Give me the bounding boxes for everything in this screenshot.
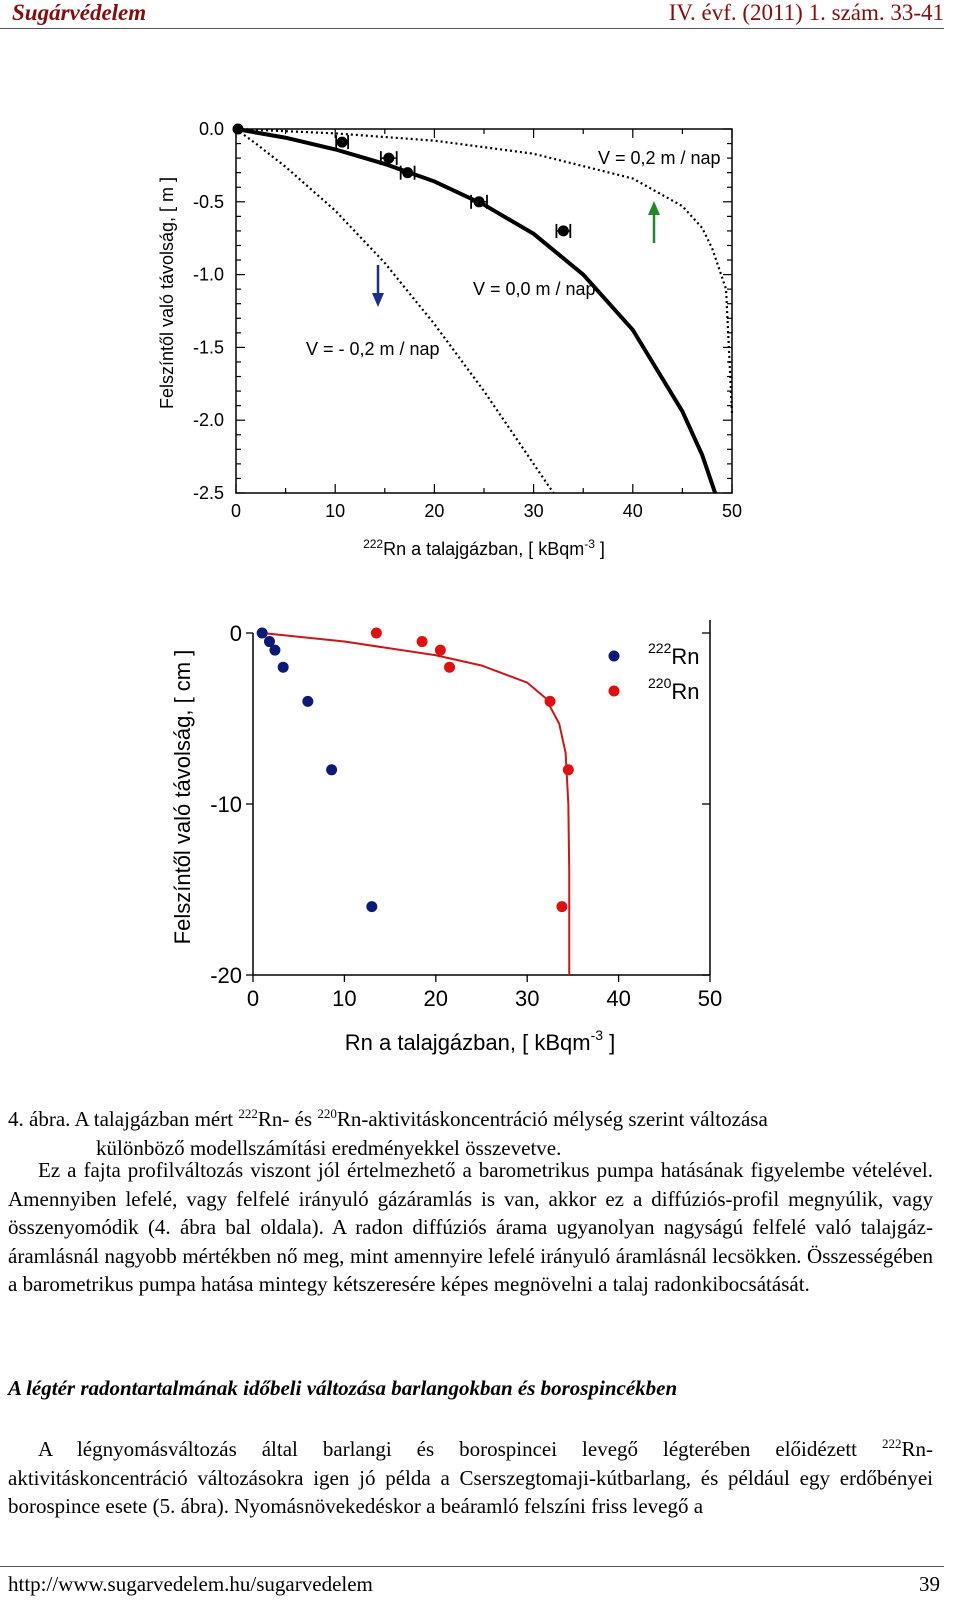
curve-v-zero	[235, 127, 718, 494]
annotation-v-zero: V = 0,0 m / nap	[473, 279, 596, 299]
x-tick-labels: 0 10 20 30 40 50	[247, 986, 722, 1011]
point-220rn	[562, 764, 574, 776]
y-tick-label: -10	[210, 792, 242, 817]
caption-sup2: 220	[317, 1106, 337, 1121]
x-tick-label: 40	[623, 501, 643, 521]
annotation-v-neg: V = - 0,2 m / nap	[306, 339, 440, 359]
y-tick-label: -2.5	[193, 483, 224, 503]
y-tick-label: -1.0	[193, 265, 224, 285]
point-220rn	[434, 644, 446, 656]
y-tick-label: -20	[210, 963, 242, 988]
x-tick-label: 30	[524, 501, 544, 521]
model-curves	[235, 127, 734, 494]
point-220rn	[444, 661, 456, 673]
point-222rn	[302, 695, 314, 707]
paragraph-1: Ez a fajta profilváltozás viszont jól ér…	[8, 1156, 933, 1299]
arrows	[372, 201, 660, 307]
measured-point	[473, 196, 485, 208]
fit-curve	[262, 632, 571, 975]
curve-v-neg	[235, 128, 555, 494]
point-222rn	[366, 901, 378, 913]
y-tick-label: 0.0	[199, 119, 224, 139]
x-tick-label: 0	[231, 501, 241, 521]
y-tick-labels: 0 -10 -20	[210, 621, 242, 988]
measured-point	[336, 136, 348, 148]
point-220rn	[370, 627, 382, 639]
paragraph-2: A légnyomásváltozás által barlangi és bo…	[8, 1430, 933, 1521]
x-tick-label: 50	[698, 986, 722, 1011]
p2-sup: 222	[882, 1436, 902, 1451]
legend-marker-220rn	[608, 685, 620, 697]
caption-rest: Rn-aktivitáskoncentráció mélység szerint…	[336, 1107, 768, 1131]
header-rule	[0, 28, 944, 29]
p2-post: Rn-aktivitáskoncentráció változásokra ig…	[8, 1437, 933, 1518]
p2-pre: A légnyomásváltozás által barlangi és bo…	[38, 1437, 882, 1461]
legend-label-222rn: 222Rn	[648, 640, 699, 669]
point-220rn	[544, 695, 556, 707]
up-arrow-head	[648, 201, 660, 215]
measured-point	[232, 123, 244, 135]
measured-point	[383, 152, 395, 164]
issue-info: IV. évf. (2011) 1. szám. 33-41	[668, 0, 944, 25]
y-tick-label: 0	[230, 621, 242, 646]
y-tick-label: -1.5	[193, 337, 224, 357]
measured-point	[402, 167, 414, 179]
point-222rn	[256, 627, 268, 639]
footer-rule	[0, 1566, 944, 1567]
legend-marker-222rn	[608, 650, 620, 662]
section-heading: A légtér radontartalmának időbeli változ…	[8, 1376, 678, 1400]
data-points	[232, 123, 572, 238]
x-tick-label: 0	[247, 986, 259, 1011]
x-tick-label: 50	[722, 501, 742, 521]
y-tick-labels: 0.0 -0.5 -1.0 -1.5 -2.0 -2.5	[193, 119, 224, 503]
annotation-v-pos: V = 0,2 m / nap	[598, 148, 721, 168]
figure-1-chart: V = 0,2 m / nap V = 0,0 m / nap V = - 0,…	[157, 119, 742, 559]
x-axis-label: Rn a talajgázban, [ kBqm-3 ]	[345, 1027, 616, 1055]
caption-prefix: 4. ábra. A talajgázban mért	[8, 1107, 239, 1131]
caption-mid: Rn- és	[257, 1107, 318, 1131]
x-tick-labels: 0 10 20 30 40 50	[231, 501, 742, 521]
x-tick-label: 40	[606, 986, 630, 1011]
measured-point	[557, 225, 569, 237]
footer-url[interactable]: http://www.sugarvedelem.hu/sugarvedelem	[8, 1572, 373, 1596]
point-222rn	[277, 661, 289, 673]
plot-frame	[235, 128, 733, 494]
x-tick-label: 10	[332, 986, 356, 1011]
curve-v-pos	[235, 127, 734, 413]
paragraph-2-text: A légnyomásváltozás által barlangi és bo…	[8, 1430, 933, 1521]
legend: 222Rn 220Rn	[608, 640, 699, 704]
paragraph-1-text: Ez a fajta profilváltozás viszont jól ér…	[8, 1158, 933, 1296]
x-tick-label: 30	[515, 986, 539, 1011]
point-220rn	[556, 901, 568, 913]
x-tick-label: 20	[424, 986, 448, 1011]
fit-line-220rn	[262, 632, 571, 975]
page-number: 39	[919, 1572, 940, 1596]
down-arrow-head	[372, 293, 384, 307]
point-222rn	[326, 764, 338, 776]
legend-label-220rn: 220Rn	[648, 675, 699, 704]
data-points	[256, 627, 574, 913]
x-tick-label: 10	[325, 501, 345, 521]
figure-caption: 4. ábra. A talajgázban mért 222Rn- és 22…	[8, 1099, 933, 1163]
caption-line2: különböző modellszámítási eredményekkel …	[96, 1136, 562, 1160]
point-222rn	[263, 636, 275, 648]
caption-sup1: 222	[238, 1106, 258, 1121]
axis-ticks	[235, 128, 733, 494]
page-header: Sugárvédelem IV. évf. (2011) 1. szám. 33…	[0, 0, 944, 30]
axis-ticks	[246, 632, 711, 982]
y-axis-label: Felszíntől való távolság, [ cm ]	[170, 650, 195, 945]
y-tick-label: -2.0	[193, 410, 224, 430]
x-tick-label: 20	[424, 501, 444, 521]
y-axis-label: Felszíntől való távolság, [ m ]	[157, 177, 177, 409]
y-tick-label: -0.5	[193, 192, 224, 212]
x-axis-label: 222Rn a talajgázban, [ kBqm-3 ]	[363, 537, 605, 559]
journal-title: Sugárvédelem	[12, 0, 147, 25]
point-220rn	[416, 636, 428, 648]
figure-2-chart: 222Rn 220Rn 0 10 20 30 40 50 0 -10 -20 Rn a tal…	[170, 620, 722, 1055]
point-222rn	[269, 644, 281, 656]
